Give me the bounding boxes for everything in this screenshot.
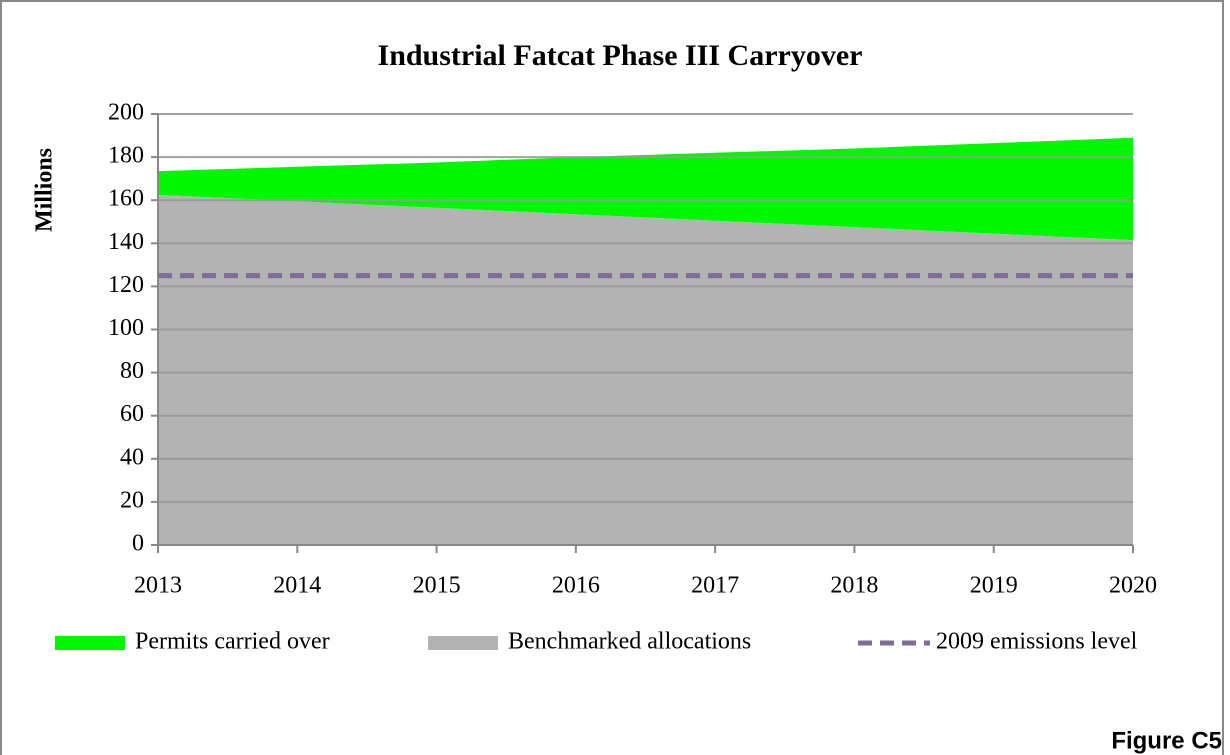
x-tick-label: 2013 (134, 573, 182, 599)
y-tick-label: 20 (120, 487, 144, 513)
y-tick-label: 100 (108, 315, 144, 341)
x-tick-label: 2020 (1109, 573, 1157, 599)
area (158, 194, 1133, 545)
legend-swatch (55, 636, 125, 650)
y-tick-label: 180 (108, 143, 144, 169)
y-tick-label: 40 (120, 444, 144, 470)
legend-label: Permits carried over (135, 629, 330, 655)
x-tick-label: 2017 (691, 573, 739, 599)
x-tick-label: 2015 (413, 573, 461, 599)
x-tick-label: 2018 (830, 573, 878, 599)
legend-label: 2009 emissions level (936, 629, 1138, 655)
x-tick-label: 2016 (552, 573, 600, 599)
y-tick-label: 140 (108, 229, 144, 255)
y-tick-label: 0 (132, 531, 144, 557)
y-tick-label: 60 (120, 401, 144, 427)
x-tick-label: 2014 (273, 573, 321, 599)
legend-swatch (428, 636, 498, 650)
x-tick-label: 2019 (970, 573, 1018, 599)
chart-title: Industrial Fatcat Phase III Carryover (378, 39, 863, 72)
y-axis-label: Millions (32, 148, 58, 232)
y-tick-label: 80 (120, 358, 144, 384)
legend-label: Benchmarked allocations (508, 629, 751, 655)
y-tick-label: 200 (108, 100, 144, 126)
y-tick-label: 160 (108, 186, 144, 212)
area (158, 137, 1133, 241)
figure-label: Figure C5 (1111, 727, 1222, 754)
y-tick-label: 120 (108, 272, 144, 298)
